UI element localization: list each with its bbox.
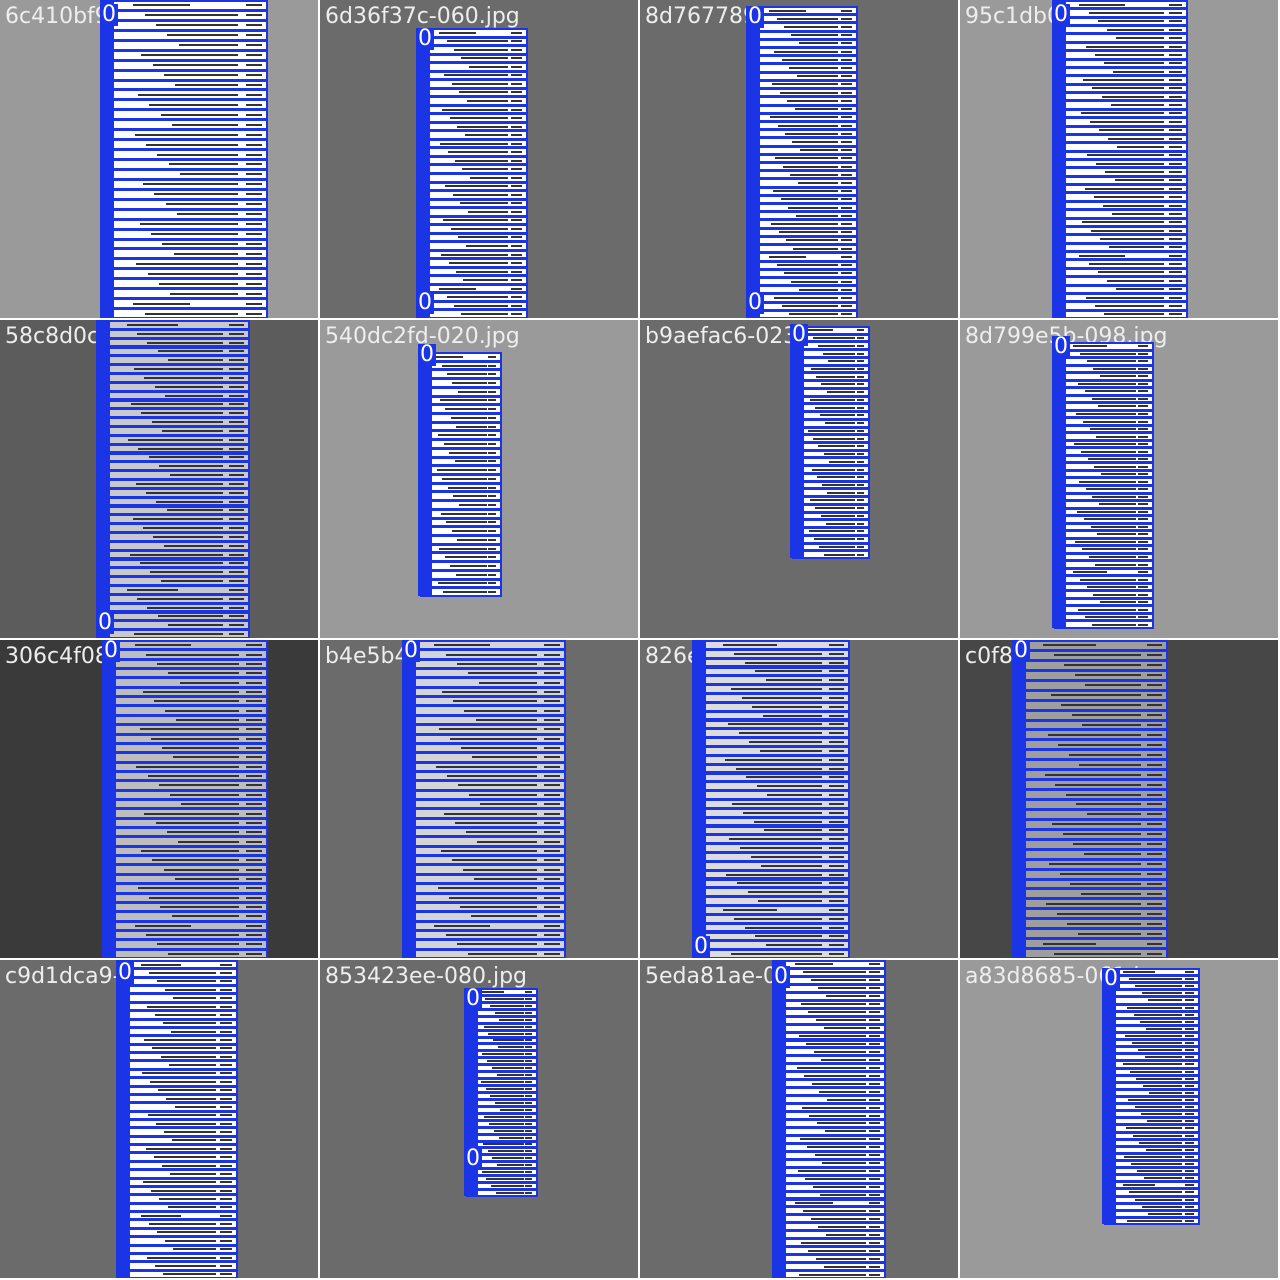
line-marker-column <box>746 6 760 318</box>
image-tile[interactable]: 95c1db0 0 <box>960 0 1278 318</box>
box-index-badge: 0 <box>116 960 134 985</box>
tile-filename-label: 6c410bf9 <box>5 4 109 29</box>
line-marker-column <box>102 640 116 958</box>
tile-filename-label: 306c4f08 <box>5 644 109 669</box>
box-index-badge: 0 <box>1012 640 1030 663</box>
text-line-box <box>404 948 566 958</box>
box-index-badge: 0 <box>96 610 114 635</box>
text-line-box <box>418 309 528 318</box>
line-marker-column <box>772 960 786 1278</box>
receipt-image <box>102 0 268 318</box>
box-index-badge: 0 <box>102 640 120 663</box>
box-index-badge: 0 <box>1052 2 1070 27</box>
box-index-badge: 0 <box>416 26 434 51</box>
image-tile[interactable]: 6d36f37c-060.jpg 0 0 <box>320 0 638 318</box>
line-marker-column <box>416 28 430 318</box>
box-index-badge: 0 <box>772 964 790 989</box>
text-line-box <box>748 309 858 318</box>
box-index-badge: 0 <box>418 342 436 367</box>
receipt-image <box>1054 342 1154 629</box>
line-marker-column <box>790 326 804 558</box>
text-line-box <box>1054 620 1154 629</box>
text-line-box <box>420 587 502 597</box>
receipt-image <box>694 640 850 958</box>
receipt-image <box>418 28 528 318</box>
receipt-image <box>98 320 250 638</box>
image-tile[interactable]: b9aefac6-023.jpg 0 <box>640 320 958 638</box>
text-line-box <box>1104 1216 1200 1225</box>
tile-filename-label: b4e5b4 <box>325 644 409 669</box>
receipt-image <box>1014 640 1168 958</box>
line-marker-column <box>692 640 706 958</box>
tile-filename-label: 826e <box>645 644 701 669</box>
line-marker-column <box>464 988 478 1196</box>
image-tile[interactable]: 6c410bf9 0 <box>0 0 318 318</box>
line-marker-column <box>116 960 130 1278</box>
box-index-badge: 0 <box>402 640 420 663</box>
image-tile[interactable]: 853423ee-080.jpg 0 0 <box>320 960 638 1278</box>
text-line-box <box>102 308 268 318</box>
receipt-image <box>420 352 502 597</box>
image-tile[interactable]: 5eda81ae-048.jpg 0 <box>640 960 958 1278</box>
text-line-box <box>98 629 250 638</box>
text-line-box <box>118 1269 238 1278</box>
box-index-badge: 0 <box>416 290 434 315</box>
image-tile[interactable]: 306c4f08 0 <box>0 640 318 958</box>
receipt-image <box>404 640 566 958</box>
image-tile[interactable]: c9d1dca9-008.jpg 0 <box>0 960 318 1278</box>
receipt-image <box>774 960 886 1278</box>
text-line-box <box>774 1270 886 1278</box>
text-line-box <box>1014 948 1168 958</box>
image-tile[interactable]: b4e5b4 0 <box>320 640 638 958</box>
receipt-image <box>1104 968 1200 1225</box>
receipt-image <box>1054 0 1188 318</box>
box-index-badge: 0 <box>464 1146 482 1171</box>
text-line-box <box>104 948 268 958</box>
image-tile[interactable]: a83d8685-061.jpg 0 <box>960 960 1278 1278</box>
box-index-badge: 0 <box>1102 966 1120 991</box>
line-marker-column <box>1102 968 1116 1224</box>
line-marker-column <box>100 0 114 318</box>
receipt-image <box>792 326 870 559</box>
image-tile[interactable]: c0f8 0 <box>960 640 1278 958</box>
tile-filename-label: 6d36f37c-060.jpg <box>325 4 520 29</box>
image-tile[interactable]: 540dc2fd-020.jpg 0 <box>320 320 638 638</box>
receipt-image <box>104 640 268 958</box>
tile-filename-label: c0f8 <box>965 644 1013 669</box>
line-marker-column <box>1052 0 1066 318</box>
receipt-image <box>748 6 858 318</box>
image-tile[interactable]: 58c8d0c 0 <box>0 320 318 638</box>
line-marker-column <box>418 352 432 596</box>
tile-filename-label: 95c1db0 <box>965 4 1062 29</box>
box-index-badge: 0 <box>746 4 764 29</box>
box-index-badge: 0 <box>1052 334 1070 359</box>
box-index-badge: 0 <box>790 322 808 347</box>
line-marker-column <box>402 640 416 958</box>
line-marker-column <box>1012 640 1026 958</box>
line-marker-column <box>96 320 110 638</box>
receipt-image <box>118 960 238 1278</box>
box-index-badge: 0 <box>692 934 710 958</box>
image-tile[interactable]: 826e 0 <box>640 640 958 958</box>
text-line-box <box>1054 309 1188 318</box>
box-index-badge: 0 <box>464 986 482 1011</box>
line-marker-column <box>1052 342 1066 628</box>
tile-filename-label: 853423ee-080.jpg <box>325 964 528 989</box>
text-line-box <box>694 949 850 958</box>
box-index-badge: 0 <box>746 290 764 315</box>
box-index-badge: 0 <box>100 2 118 27</box>
tile-filename-label: 58c8d0c <box>5 324 100 349</box>
